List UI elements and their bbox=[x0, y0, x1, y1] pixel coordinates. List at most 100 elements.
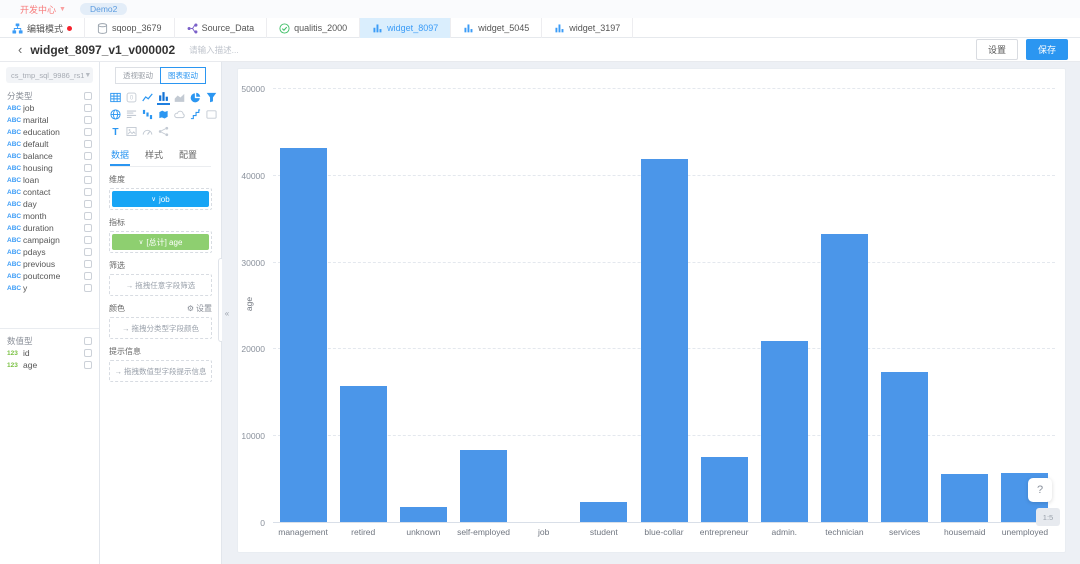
tab-qualitis_2000[interactable]: qualitis_2000 bbox=[267, 18, 361, 38]
field-checkbox[interactable] bbox=[84, 140, 92, 148]
settings-button[interactable]: 设置 bbox=[975, 39, 1018, 60]
funnel-icon[interactable] bbox=[205, 90, 218, 105]
tab-widget_5045[interactable]: widget_5045 bbox=[451, 18, 543, 38]
filter-dropzone[interactable]: → 拖拽任意字段筛选 bbox=[109, 274, 212, 296]
field-item-day[interactable]: ABC day bbox=[0, 198, 99, 210]
metric-pill-age[interactable]: ∨ [总计] age bbox=[112, 234, 209, 250]
waterfall-icon[interactable] bbox=[141, 107, 154, 122]
bar-self-employed[interactable] bbox=[460, 450, 508, 522]
bar-student[interactable] bbox=[580, 502, 628, 522]
bar-chart-icon[interactable] bbox=[157, 90, 170, 105]
back-chevron-icon[interactable]: ‹ bbox=[18, 42, 23, 57]
field-checkbox[interactable] bbox=[84, 152, 92, 160]
wordcloud-icon[interactable] bbox=[173, 107, 186, 122]
field-checkbox[interactable] bbox=[84, 176, 92, 184]
tab-data[interactable]: 数据 bbox=[110, 146, 131, 166]
collapse-panel-handle[interactable]: « bbox=[224, 308, 230, 318]
numeric-select-all-checkbox[interactable] bbox=[84, 336, 92, 345]
field-item-job[interactable]: ABC job bbox=[0, 102, 99, 114]
field-checkbox[interactable] bbox=[84, 200, 92, 208]
bar-services[interactable] bbox=[881, 372, 929, 522]
bar-admin.[interactable] bbox=[760, 341, 808, 522]
line-chart-icon[interactable] bbox=[141, 90, 154, 105]
tab-sqoop_3679[interactable]: sqoop_3679 bbox=[85, 18, 175, 38]
field-checkbox[interactable] bbox=[84, 361, 92, 369]
color-settings-button[interactable]: ⚙ 设置 bbox=[187, 303, 212, 314]
map-icon[interactable] bbox=[157, 107, 170, 122]
bar-technician[interactable] bbox=[820, 234, 868, 522]
step-line-icon[interactable] bbox=[189, 107, 202, 122]
tab-编辑模式[interactable]: 编辑模式 bbox=[0, 18, 86, 38]
field-item-loan[interactable]: ABC loan bbox=[0, 174, 99, 186]
field-checkbox[interactable] bbox=[84, 272, 92, 280]
field-name: day bbox=[23, 199, 37, 209]
field-item-age[interactable]: 123 age bbox=[0, 359, 99, 371]
bar-unknown[interactable] bbox=[399, 507, 447, 522]
field-item-contact[interactable]: ABC contact bbox=[0, 186, 99, 198]
mode-chart-option[interactable]: 图表驱动 bbox=[160, 67, 206, 84]
field-item-id[interactable]: 123 id bbox=[0, 347, 99, 359]
pie-chart-icon[interactable] bbox=[189, 90, 202, 105]
number-card-icon[interactable]: 0 bbox=[125, 90, 138, 105]
field-item-duration[interactable]: ABC duration bbox=[0, 222, 99, 234]
bar-blue-collar[interactable] bbox=[640, 159, 688, 522]
color-label: 颜色 bbox=[109, 304, 125, 313]
bar-housemaid[interactable] bbox=[941, 474, 989, 522]
field-item-pdays[interactable]: ABC pdays bbox=[0, 246, 99, 258]
image-icon[interactable] bbox=[125, 124, 138, 139]
mode-pivot-option[interactable]: 透视驱动 bbox=[115, 67, 161, 84]
dimension-pill-job[interactable]: ∨ job bbox=[112, 191, 209, 207]
field-item-month[interactable]: ABC month bbox=[0, 210, 99, 222]
field-checkbox[interactable] bbox=[84, 128, 92, 136]
bar-management[interactable] bbox=[279, 148, 327, 522]
field-checkbox[interactable] bbox=[84, 349, 92, 357]
field-checkbox[interactable] bbox=[84, 188, 92, 196]
field-checkbox[interactable] bbox=[84, 164, 92, 172]
tab-Source_Data[interactable]: Source_Data bbox=[175, 18, 268, 38]
text-icon[interactable]: T bbox=[109, 124, 122, 139]
tab-widget_3197[interactable]: widget_3197 bbox=[542, 18, 634, 38]
relation-icon[interactable] bbox=[157, 124, 170, 139]
tooltip-dropzone[interactable]: → 拖拽数值型字段提示信息 bbox=[109, 360, 212, 382]
bar-retired[interactable] bbox=[339, 386, 387, 522]
field-checkbox[interactable] bbox=[84, 248, 92, 256]
field-checkbox[interactable] bbox=[84, 260, 92, 268]
field-checkbox[interactable] bbox=[84, 116, 92, 124]
field-checkbox[interactable] bbox=[84, 224, 92, 232]
save-button[interactable]: 保存 bbox=[1025, 39, 1068, 60]
card-icon[interactable] bbox=[205, 107, 218, 122]
pivot-table-icon[interactable] bbox=[125, 107, 138, 122]
field-checkbox[interactable] bbox=[84, 284, 92, 292]
field-item-poutcome[interactable]: ABC poutcome bbox=[0, 270, 99, 282]
field-checkbox[interactable] bbox=[84, 212, 92, 220]
radar-icon[interactable] bbox=[109, 107, 122, 122]
tab-settings[interactable]: 配置 bbox=[179, 150, 198, 160]
dimension-dropzone[interactable]: ∨ job bbox=[109, 188, 212, 210]
bar-chart[interactable]: 0 10000 20000 30000 40000 50000 age management r… bbox=[237, 68, 1066, 553]
color-dropzone[interactable]: → 拖拽分类型字段颜色 bbox=[109, 317, 212, 339]
dataset-selector[interactable]: cs_tmp_sql_9986_rs1 ▼ bbox=[6, 67, 93, 83]
field-item-default[interactable]: ABC default bbox=[0, 138, 99, 150]
tab-widget_8097[interactable]: widget_8097 bbox=[360, 18, 452, 38]
tab-label: widget_8097 bbox=[387, 23, 439, 33]
field-item-education[interactable]: ABC education bbox=[0, 126, 99, 138]
field-item-balance[interactable]: ABC balance bbox=[0, 150, 99, 162]
description-input[interactable]: 请输入描述... bbox=[189, 44, 239, 55]
area-chart-icon[interactable] bbox=[173, 90, 186, 105]
tab-style[interactable]: 样式 bbox=[145, 150, 164, 160]
field-item-housing[interactable]: ABC housing bbox=[0, 162, 99, 174]
workspace-menu[interactable]: 开发中心 ▼ bbox=[20, 3, 66, 16]
field-checkbox[interactable] bbox=[84, 104, 92, 112]
help-button[interactable]: ? bbox=[1028, 478, 1052, 502]
field-checkbox[interactable] bbox=[84, 236, 92, 244]
gauge-icon[interactable] bbox=[141, 124, 154, 139]
field-item-previous[interactable]: ABC previous bbox=[0, 258, 99, 270]
metric-dropzone[interactable]: ∨ [总计] age bbox=[109, 231, 212, 253]
field-item-marital[interactable]: ABC marital bbox=[0, 114, 99, 126]
categorical-select-all-checkbox[interactable] bbox=[84, 91, 92, 100]
field-item-y[interactable]: ABC y bbox=[0, 282, 99, 294]
bar-entrepreneur[interactable] bbox=[700, 457, 748, 522]
field-item-campaign[interactable]: ABC campaign bbox=[0, 234, 99, 246]
table-icon[interactable] bbox=[109, 90, 122, 105]
project-badge[interactable]: Demo2 bbox=[79, 3, 128, 15]
